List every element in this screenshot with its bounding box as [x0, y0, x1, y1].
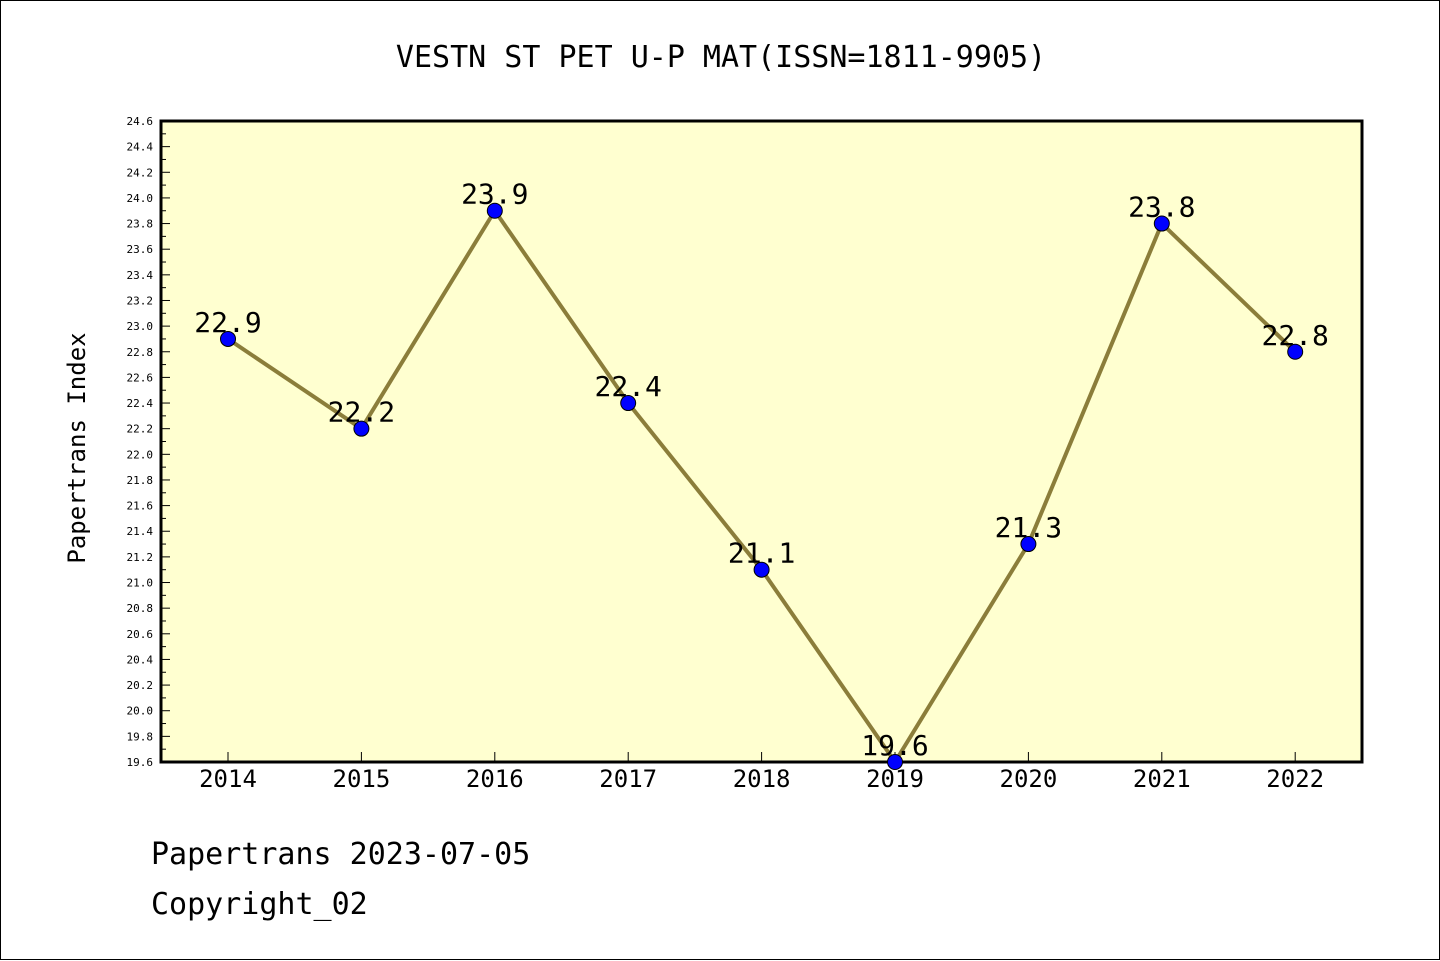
data-point-marker: [220, 330, 236, 347]
y-tick-label: 21.8: [127, 474, 154, 487]
data-label: 22.8: [1261, 319, 1328, 352]
x-tick-label: 2016: [466, 765, 524, 793]
data-point-marker: [486, 202, 503, 219]
y-tick-label: 22.0: [127, 448, 154, 461]
y-axis-label: Papertrans Index: [63, 332, 91, 563]
data-point-marker: [1020, 536, 1037, 553]
y-tick-label: 23.2: [127, 294, 154, 307]
x-tick-label: 2021: [1133, 765, 1191, 793]
y-tick-label: 20.4: [127, 653, 154, 666]
footer-date: Papertrans 2023-07-05: [151, 837, 531, 872]
y-tick-label: 21.6: [127, 500, 154, 513]
data-labels: 22.9 22.2 23.9 22.4 21.1 19.6 21.3 23.8 22.8: [194, 178, 1329, 762]
y-tick-label: 24.0: [127, 192, 154, 205]
x-tick-label: 2017: [599, 765, 657, 793]
y-tick-label: 19.8: [127, 730, 154, 743]
data-point-marker: [1153, 215, 1170, 232]
y-tick-label: 21.2: [127, 551, 154, 564]
data-point-marker: [1287, 343, 1304, 360]
y-tick-label: 20.8: [127, 602, 154, 615]
x-tick-label: 2015: [333, 765, 391, 793]
data-label: 22.4: [594, 370, 661, 403]
data-label: 21.1: [728, 537, 795, 570]
y-tick-label: 23.8: [127, 218, 154, 231]
data-label: 23.8: [1128, 191, 1195, 224]
data-point-marker: [887, 754, 903, 770]
y-tick-label: 19.6: [127, 756, 154, 769]
x-tick-label: 2022: [1266, 765, 1324, 793]
y-axis-ticks: 19.6 19.8 20.0 20.2 20.4 20.6 20.8 21.0 21.2 21.4…: [127, 115, 170, 769]
data-label: 22.2: [328, 396, 395, 429]
y-tick-label: 20.0: [127, 705, 154, 718]
data-point-marker: [753, 561, 770, 578]
x-tick-label: 2020: [1000, 765, 1058, 793]
footer-copyright: Copyright_02: [151, 887, 368, 922]
y-tick-label: 23.4: [127, 269, 154, 282]
data-point-marker: [353, 420, 370, 437]
y-tick-label: 20.2: [127, 679, 154, 692]
y-tick-label: 21.4: [127, 525, 154, 538]
y-tick-label: 22.2: [127, 423, 154, 436]
x-tick-label: 2018: [733, 765, 791, 793]
data-point-marker: [620, 395, 637, 412]
series-line: [220, 202, 1304, 770]
y-tick-label: 23.6: [127, 243, 154, 256]
data-label: 21.3: [995, 511, 1062, 544]
y-tick-label: 21.0: [127, 577, 154, 590]
y-tick-label: 24.4: [127, 141, 154, 154]
y-tick-label: 22.6: [127, 371, 154, 384]
data-label: 19.6: [861, 729, 928, 762]
y-tick-label: 22.4: [127, 397, 154, 410]
y-tick-label: 20.6: [127, 628, 154, 641]
y-tick-label: 23.0: [127, 320, 154, 333]
x-axis-ticks: 2014 2015 2016 2017 2018 2019 2020 2021 2022: [199, 752, 1324, 793]
y-tick-label: 24.2: [127, 166, 154, 179]
y-tick-label: 22.8: [127, 346, 154, 359]
y-tick-label: 24.6: [127, 115, 154, 128]
chart-title: VESTN ST PET U-P MAT(ISSN=1811-9905): [396, 40, 1046, 75]
x-tick-label: 2014: [199, 765, 257, 793]
data-label: 22.9: [194, 306, 261, 339]
data-label: 23.9: [461, 178, 528, 211]
